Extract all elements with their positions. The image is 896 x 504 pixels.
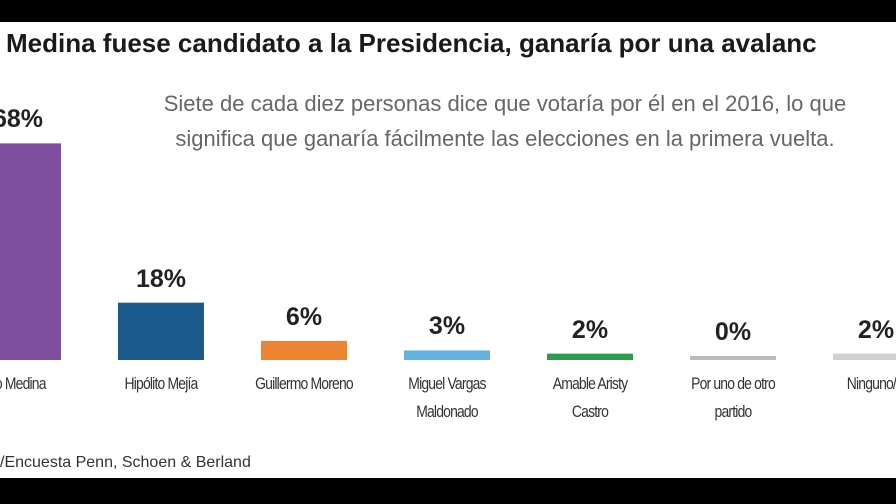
x-tick-label: Ninguno/N — [846, 374, 896, 393]
value-label: 2% — [571, 315, 609, 344]
bar — [690, 356, 776, 360]
x-tick-label: ilo Medina — [0, 374, 46, 393]
plot — [0, 143, 896, 360]
x-tick-label: Hipólito Mejía — [124, 374, 199, 393]
x-tick-label: Amable Aristy Castro — [552, 374, 628, 421]
value-label: 18% — [135, 264, 187, 293]
bar — [547, 353, 633, 360]
x-tick-label: Por uno de otro partido — [691, 374, 776, 421]
chart-subtitle: Siete de cada diez personas dice que vot… — [163, 91, 847, 151]
value-label: 68% — [0, 105, 44, 134]
bar — [261, 340, 347, 360]
x-tick-label: Miguel Vargas Maldonado — [408, 374, 486, 421]
value-label: 0% — [714, 318, 752, 346]
value-label: 3% — [428, 312, 466, 341]
bar — [118, 302, 204, 360]
value-label: 2% — [857, 315, 895, 344]
source: /Encuesta Penn, Schoen & Berland — [0, 454, 251, 471]
bar — [0, 143, 61, 360]
chart: Medina fuese candidato a la Presidencia,… — [0, 22, 896, 478]
chart-title: Medina fuese candidato a la Presidencia,… — [6, 28, 817, 58]
bar — [404, 350, 490, 360]
bar — [833, 353, 896, 360]
x-tick-label: Guillermo Moreno — [255, 374, 353, 393]
value-label: 6% — [285, 302, 323, 331]
